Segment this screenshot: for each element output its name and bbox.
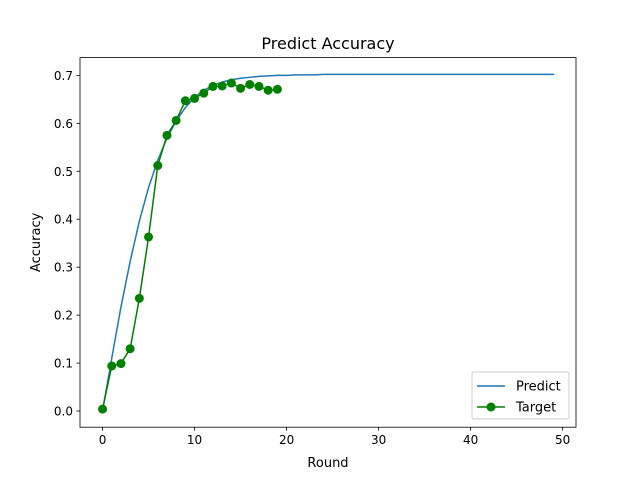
data-point-target bbox=[171, 115, 181, 125]
data-point-target bbox=[134, 293, 144, 303]
y-tick-label: 0.4 bbox=[54, 213, 73, 227]
y-tick-label: 0.3 bbox=[54, 261, 73, 275]
data-point-target bbox=[190, 93, 200, 103]
data-point-target bbox=[153, 161, 163, 171]
x-tick-label: 20 bbox=[279, 433, 294, 447]
y-tick-label: 0.7 bbox=[54, 69, 73, 83]
data-point-target bbox=[254, 81, 264, 91]
x-tick-label: 10 bbox=[187, 433, 202, 447]
data-point-target bbox=[98, 404, 108, 414]
x-tick-label: 30 bbox=[371, 433, 386, 447]
x-tick-label: 40 bbox=[463, 433, 478, 447]
data-point-target bbox=[263, 85, 273, 95]
data-point-target bbox=[272, 84, 282, 94]
y-tick-label: 0.0 bbox=[54, 405, 73, 419]
plot-area bbox=[98, 73, 555, 414]
legend-marker-target bbox=[486, 402, 496, 412]
x-axis-label: Round bbox=[307, 456, 348, 471]
data-point-target bbox=[226, 78, 236, 88]
y-tick-label: 0.6 bbox=[54, 117, 73, 131]
x-tick-label: 50 bbox=[555, 433, 570, 447]
data-point-target bbox=[144, 232, 154, 242]
data-point-target bbox=[125, 344, 135, 354]
data-point-target bbox=[199, 88, 209, 98]
legend-label-target: Target bbox=[515, 401, 556, 416]
data-point-target bbox=[245, 80, 255, 90]
chart-title: Predict Accuracy bbox=[261, 34, 394, 53]
data-point-target bbox=[236, 83, 246, 93]
y-tick-label: 0.1 bbox=[54, 357, 73, 371]
plot-frame bbox=[79, 57, 577, 428]
data-point-target bbox=[217, 81, 227, 91]
y-axis-ticks: 0.0 0.1 0.2 0.3 0.4 0.5 0.6 0.7 bbox=[54, 69, 80, 419]
data-point-target bbox=[208, 81, 218, 91]
data-point-target bbox=[162, 130, 172, 140]
y-tick-label: 0.2 bbox=[54, 309, 73, 323]
y-axis-label: Accuracy bbox=[29, 212, 44, 272]
data-point-target bbox=[116, 359, 126, 369]
legend: Predict Target bbox=[471, 371, 570, 420]
y-tick-label: 0.5 bbox=[54, 165, 73, 179]
x-axis-ticks: 0 10 20 30 40 50 bbox=[99, 427, 570, 447]
data-point-target bbox=[180, 96, 190, 106]
x-tick-label: 0 bbox=[99, 433, 107, 447]
data-point-target bbox=[107, 361, 117, 371]
legend-label-predict: Predict bbox=[516, 380, 561, 395]
